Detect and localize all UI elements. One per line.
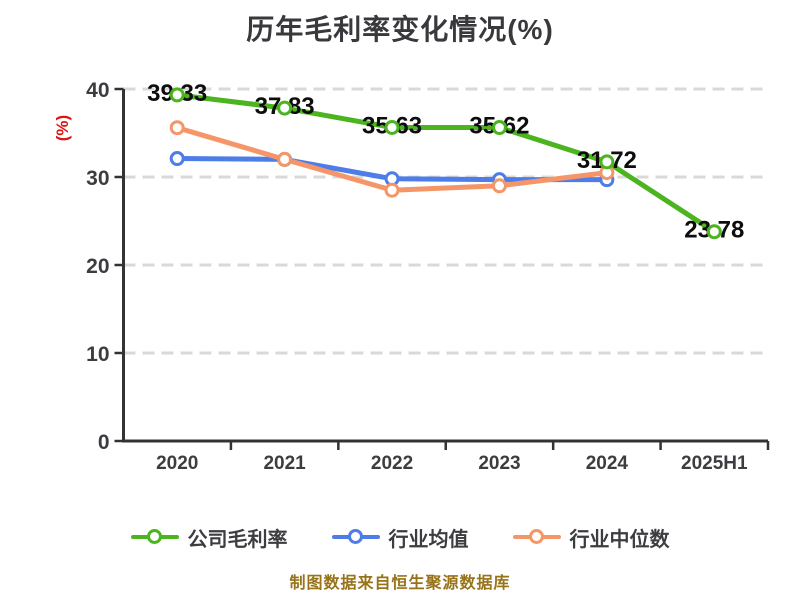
y-axis-title: (%) <box>53 114 72 142</box>
legend-label: 公司毛利率 <box>187 528 288 551</box>
data-source-caption: 制图数据来自恒生聚源数据库 <box>289 575 511 592</box>
y-tick-label: 0 <box>98 431 110 454</box>
x-tick-label: 2022 <box>371 453 413 474</box>
legend-label: 行业均值 <box>388 528 469 551</box>
data-point-行业中位数 <box>384 182 400 198</box>
data-point-公司毛利率 <box>277 100 293 116</box>
x-tick-label: 2020 <box>156 453 198 474</box>
x-tick-label: 2023 <box>478 453 520 474</box>
chart-title: 历年毛利率变化情况(%) <box>246 14 554 45</box>
legend-dot <box>347 529 363 544</box>
y-tick-label: 40 <box>86 79 109 102</box>
x-tick-label: 2025H1 <box>681 453 748 474</box>
data-point-行业均值 <box>169 151 185 167</box>
data-point-公司毛利率 <box>706 224 722 240</box>
legend-item-company: 公司毛利率 <box>130 523 288 552</box>
legend-item-industry-median: 行业中位数 <box>512 523 670 552</box>
data-point-行业中位数 <box>277 151 293 167</box>
legend-dot <box>146 529 162 544</box>
series-line-公司毛利率 <box>174 92 717 235</box>
industry-median-series-marker-icon <box>512 529 561 545</box>
data-point-公司毛利率 <box>384 119 400 135</box>
x-tick-label: 2024 <box>586 453 629 474</box>
legend-item-industry-avg: 行业均值 <box>331 523 469 552</box>
data-point-行业中位数 <box>491 178 507 194</box>
data-point-公司毛利率 <box>491 120 507 136</box>
data-point-行业中位数 <box>169 120 185 136</box>
legend: 公司毛利率 行业均值 行业中位数 <box>0 520 800 554</box>
x-tick-label: 2021 <box>263 453 306 474</box>
y-tick-label: 20 <box>86 255 109 278</box>
y-tick-label: 30 <box>86 167 109 190</box>
y-tick-label: 10 <box>86 343 109 366</box>
legend-label: 行业中位数 <box>569 528 670 551</box>
legend-dot <box>528 529 544 544</box>
company-series-marker-icon <box>130 529 179 545</box>
data-point-公司毛利率 <box>599 154 615 170</box>
data-point-公司毛利率 <box>169 87 185 103</box>
industry-avg-series-marker-icon <box>331 529 380 545</box>
